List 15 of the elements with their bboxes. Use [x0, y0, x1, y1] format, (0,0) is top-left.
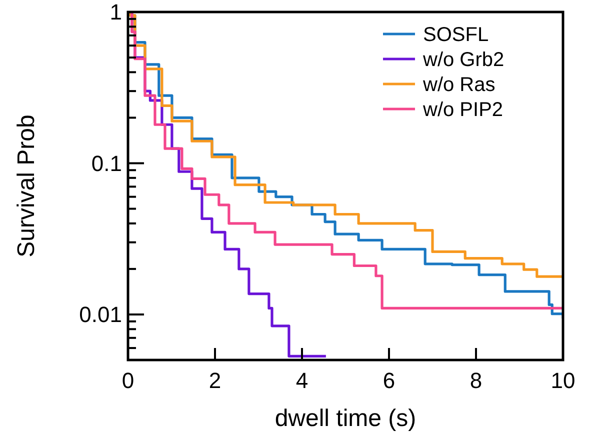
x-tick-label: 2 [208, 368, 222, 393]
x-tick-label: 0 [122, 368, 134, 393]
x-tick-label: 8 [470, 368, 482, 393]
y-axis-title: Survival Prob [13, 114, 40, 258]
y-tick-label: 1 [110, 0, 122, 25]
x-tick-label: 10 [550, 368, 576, 393]
y-tick-label: 0.01 [79, 302, 122, 328]
x-tick-label: 4 [296, 368, 308, 393]
y-tick-label: 0.1 [91, 150, 122, 176]
legend-label: w/o Ras [422, 74, 496, 96]
legend-label: SOSFL [423, 24, 489, 46]
legend-label: w/o Grb2 [422, 49, 504, 71]
x-tick-label: 6 [382, 368, 396, 393]
x-axis-title: dwell time (s) [274, 405, 416, 432]
legend-label: w/o PIP2 [422, 99, 504, 121]
